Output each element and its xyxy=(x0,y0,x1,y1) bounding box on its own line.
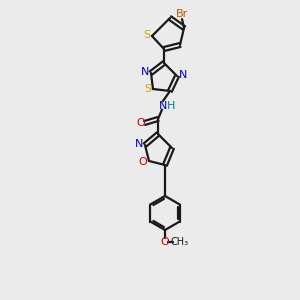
Text: N: N xyxy=(158,101,167,111)
Text: Br: Br xyxy=(176,9,188,19)
Text: S: S xyxy=(144,84,151,94)
Text: CH₃: CH₃ xyxy=(170,237,188,248)
Text: N: N xyxy=(135,139,143,149)
Text: S: S xyxy=(143,30,151,40)
Text: O: O xyxy=(160,237,169,248)
Text: H: H xyxy=(167,101,175,111)
Text: O: O xyxy=(136,118,145,128)
Text: N: N xyxy=(141,67,149,77)
Text: N: N xyxy=(179,70,187,80)
Text: O: O xyxy=(139,157,147,167)
